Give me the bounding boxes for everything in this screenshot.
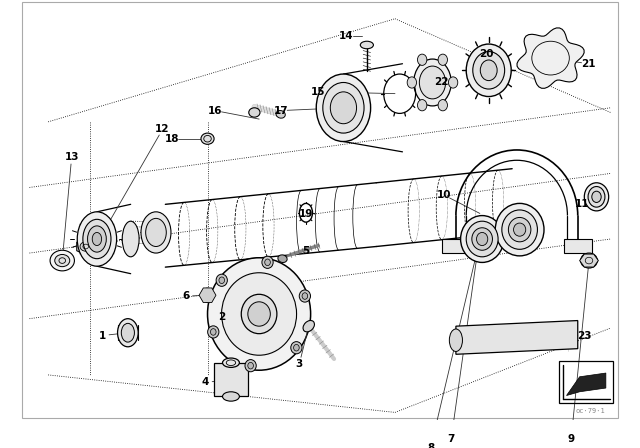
Polygon shape <box>566 373 606 396</box>
Ellipse shape <box>50 250 74 271</box>
Polygon shape <box>214 363 248 396</box>
Text: 3: 3 <box>296 359 303 369</box>
Text: 5: 5 <box>302 246 310 256</box>
Ellipse shape <box>248 362 253 369</box>
Text: 8: 8 <box>427 443 434 448</box>
Ellipse shape <box>276 111 285 118</box>
Text: 16: 16 <box>208 106 222 116</box>
Text: 7: 7 <box>447 434 455 444</box>
Ellipse shape <box>303 320 314 332</box>
Ellipse shape <box>245 360 256 372</box>
Text: 14: 14 <box>339 30 353 41</box>
Ellipse shape <box>146 218 166 246</box>
Ellipse shape <box>588 186 605 207</box>
Ellipse shape <box>92 233 102 246</box>
Text: 6: 6 <box>182 291 189 301</box>
Ellipse shape <box>219 277 225 284</box>
Ellipse shape <box>417 54 427 65</box>
Ellipse shape <box>118 319 138 347</box>
Ellipse shape <box>278 255 287 263</box>
Polygon shape <box>199 288 216 302</box>
Text: 4: 4 <box>202 377 209 388</box>
Ellipse shape <box>122 221 139 257</box>
Ellipse shape <box>438 99 447 111</box>
Ellipse shape <box>584 183 609 211</box>
Ellipse shape <box>88 226 106 252</box>
Polygon shape <box>564 239 592 253</box>
Ellipse shape <box>449 77 458 88</box>
Text: 19: 19 <box>299 209 313 219</box>
Ellipse shape <box>207 258 310 370</box>
Ellipse shape <box>248 302 270 326</box>
Ellipse shape <box>77 212 116 266</box>
Ellipse shape <box>473 52 505 89</box>
Ellipse shape <box>262 256 273 268</box>
Ellipse shape <box>55 254 70 267</box>
Ellipse shape <box>211 329 216 335</box>
Ellipse shape <box>592 191 601 202</box>
Text: 9: 9 <box>568 434 575 444</box>
Text: 15: 15 <box>311 87 325 97</box>
Ellipse shape <box>294 345 300 351</box>
Ellipse shape <box>417 99 427 111</box>
Ellipse shape <box>207 326 219 338</box>
Text: 10: 10 <box>436 190 451 200</box>
Ellipse shape <box>223 358 239 367</box>
Text: 11: 11 <box>575 199 589 209</box>
Text: 21: 21 <box>581 59 595 69</box>
Ellipse shape <box>291 342 302 354</box>
Text: 1: 1 <box>99 331 106 340</box>
Ellipse shape <box>502 210 538 250</box>
Ellipse shape <box>300 290 310 302</box>
Ellipse shape <box>122 323 134 342</box>
Text: oc·79·1: oc·79·1 <box>575 408 605 414</box>
Ellipse shape <box>141 212 171 253</box>
Ellipse shape <box>508 217 531 242</box>
Ellipse shape <box>201 288 214 302</box>
Ellipse shape <box>413 59 451 106</box>
Ellipse shape <box>480 60 497 81</box>
Ellipse shape <box>419 66 445 99</box>
Ellipse shape <box>495 203 544 256</box>
Ellipse shape <box>449 329 463 352</box>
Ellipse shape <box>201 133 214 144</box>
Polygon shape <box>517 28 584 88</box>
Ellipse shape <box>513 223 525 236</box>
Text: 12: 12 <box>156 125 170 134</box>
Ellipse shape <box>438 54 447 65</box>
Ellipse shape <box>83 220 111 258</box>
Ellipse shape <box>241 294 277 334</box>
Ellipse shape <box>360 41 373 49</box>
Ellipse shape <box>330 92 356 124</box>
Text: 22: 22 <box>435 78 449 87</box>
Text: 13: 13 <box>65 152 79 163</box>
Ellipse shape <box>461 215 504 263</box>
Text: 18: 18 <box>164 134 179 144</box>
Ellipse shape <box>466 44 511 96</box>
Polygon shape <box>77 238 95 255</box>
Ellipse shape <box>316 74 371 142</box>
Ellipse shape <box>80 242 92 251</box>
Ellipse shape <box>323 82 364 133</box>
Text: 23: 23 <box>577 331 591 340</box>
Text: 20: 20 <box>479 49 494 60</box>
Ellipse shape <box>221 273 296 355</box>
Ellipse shape <box>216 274 227 286</box>
Text: 17: 17 <box>273 106 288 116</box>
Text: 2: 2 <box>218 312 225 322</box>
Ellipse shape <box>302 293 308 299</box>
Ellipse shape <box>466 221 498 257</box>
Polygon shape <box>580 254 598 267</box>
Ellipse shape <box>407 77 417 88</box>
Ellipse shape <box>223 392 239 401</box>
Polygon shape <box>442 239 470 253</box>
Ellipse shape <box>472 228 492 250</box>
Ellipse shape <box>265 259 270 266</box>
Ellipse shape <box>249 108 260 117</box>
Bar <box>559 361 613 403</box>
Polygon shape <box>456 321 578 354</box>
Ellipse shape <box>580 253 597 268</box>
Ellipse shape <box>477 233 488 246</box>
